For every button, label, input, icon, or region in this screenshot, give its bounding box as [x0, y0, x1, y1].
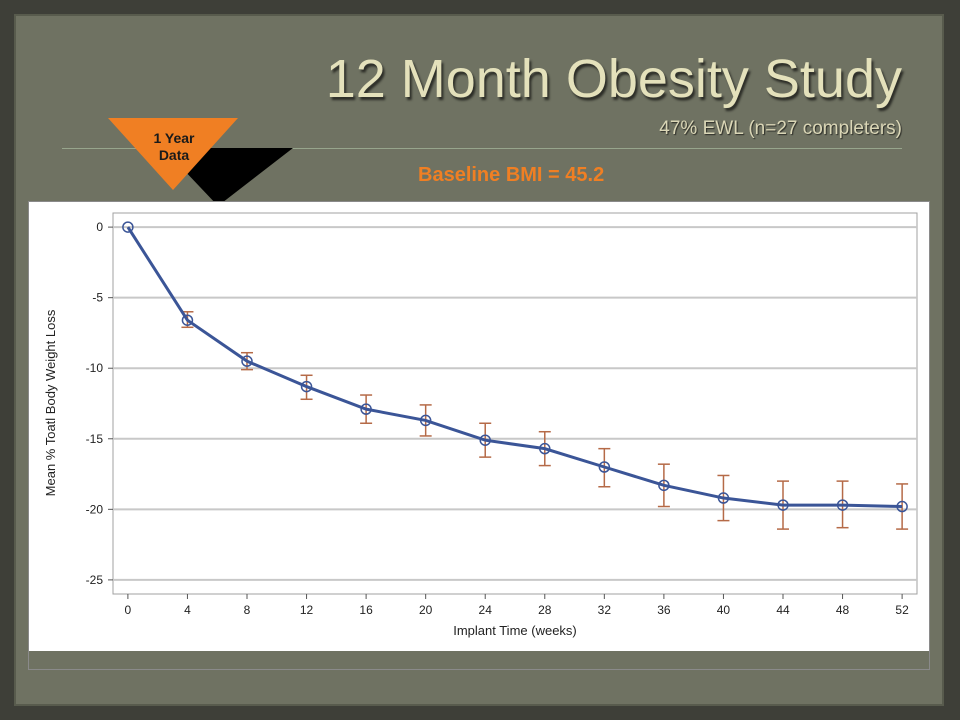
y-tick-label: -25: [86, 573, 104, 587]
y-tick-label: -5: [92, 291, 103, 305]
x-tick-label: 36: [657, 603, 671, 617]
x-tick-label: 28: [538, 603, 552, 617]
x-axis-ticks: 0 4 8 12 16 20 24 28 32 36 40 44 48 52: [125, 594, 909, 617]
x-tick-label: 48: [836, 603, 850, 617]
series-line: [126, 226, 903, 509]
data-point: [300, 380, 313, 393]
y-tick-label: -10: [86, 361, 104, 375]
badge-label: 1 Year Data: [126, 130, 222, 164]
badge-orange-triangle: [108, 118, 238, 190]
badge-line-1: 1 Year: [153, 130, 195, 146]
data-point: [539, 442, 551, 455]
data-point: [777, 499, 789, 511]
data-point: [658, 479, 670, 492]
x-tick-label: 4: [184, 603, 191, 617]
baseline-bmi-label: Baseline BMI = 45.2: [418, 164, 605, 186]
data-point: [836, 499, 849, 511]
weight-loss-chart: 0-5-10-15-20-25 0 4 8 12 16 20 24 28 32 36 40 44 48 5…: [43, 212, 918, 638]
x-tick-label: 52: [895, 603, 909, 617]
error-bars: [181, 311, 909, 530]
slide-title: 12 Month Obesity Study: [325, 49, 902, 109]
y-axis-ticks: 0 -5 -10 -15 -20 -25: [86, 220, 113, 587]
x-tick-label: 0: [125, 603, 132, 617]
badge-line-2: Data: [158, 147, 190, 163]
data-point: [598, 461, 611, 473]
y-tick-label: 0: [96, 220, 103, 234]
y-axis-title: Mean % Toatl Body Weight Loss: [43, 309, 58, 496]
x-tick-label: 20: [419, 603, 433, 617]
x-tick-label: 16: [359, 603, 373, 617]
y-tick-label: -20: [86, 502, 104, 516]
data-points: [122, 221, 908, 513]
x-tick-label: 8: [244, 603, 251, 617]
x-axis-title: Implant Time (weeks): [453, 623, 577, 638]
data-point: [122, 221, 134, 233]
slide-subtitle: 47% EWL (n=27 completers): [659, 118, 902, 139]
y-tick-label: -15: [86, 432, 104, 446]
data-point: [181, 314, 194, 326]
x-tick-label: 24: [479, 603, 493, 617]
plot-frame: [112, 212, 918, 595]
title-divider: [62, 148, 902, 149]
x-tick-label: 32: [598, 603, 612, 617]
data-point: [479, 434, 491, 446]
x-tick-label: 40: [717, 603, 731, 617]
data-point: [360, 403, 372, 415]
grid-lines: [113, 226, 917, 581]
data-point: [896, 500, 908, 513]
data-point: [717, 492, 730, 504]
chart-footer-band: [29, 651, 929, 669]
badge-triangle: [108, 118, 293, 206]
data-point: [419, 414, 432, 427]
x-tick-label: 12: [300, 603, 314, 617]
chart-panel: 0 -5 -10 -15 -20 -25 0 4 8 12 16 20 24 28 32 36 40 44 48 5…: [28, 201, 930, 670]
data-point: [241, 355, 253, 367]
x-tick-label: 44: [776, 603, 790, 617]
